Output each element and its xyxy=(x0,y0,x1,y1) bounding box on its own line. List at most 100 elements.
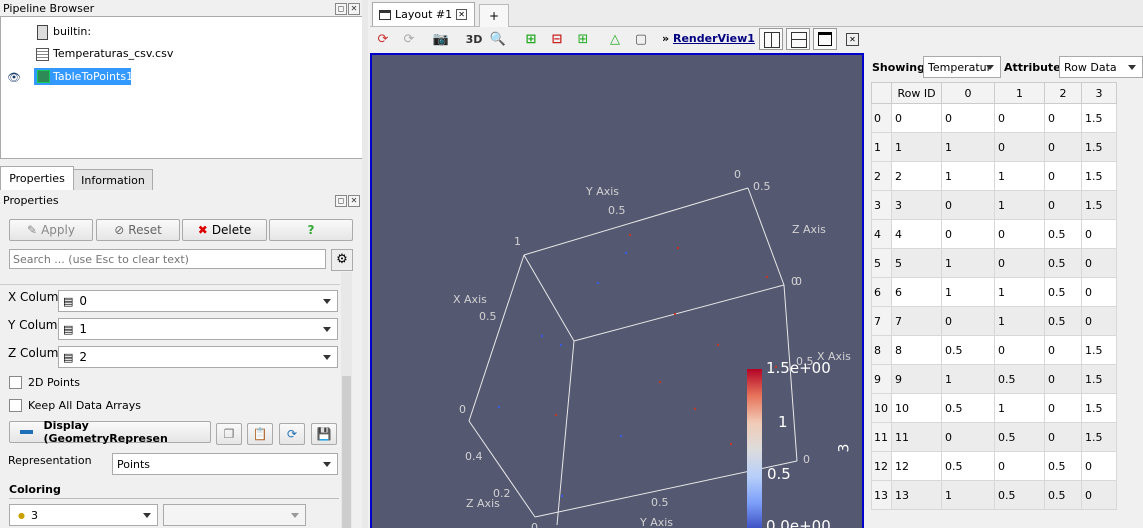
table-cell[interactable]: 1.5 xyxy=(1081,335,1117,365)
table-cell[interactable]: 0 xyxy=(1081,219,1117,249)
table-cell[interactable]: 1 xyxy=(994,161,1045,191)
table-cell[interactable]: 11 xyxy=(891,422,942,452)
table-cell[interactable]: 0 xyxy=(941,190,995,220)
table-row[interactable]: 1 1 1 0 0 1.5 xyxy=(871,132,1117,162)
reset-camera-icon[interactable]: ⟳ xyxy=(377,31,389,47)
table-row[interactable]: 4 4 0 0 0.5 0 xyxy=(871,219,1117,249)
table-cell[interactable]: 1.5 xyxy=(1081,364,1117,394)
table-row[interactable]: 13 13 1 0.5 0.5 0 xyxy=(871,480,1117,510)
table-cell[interactable]: 1.5 xyxy=(1081,393,1117,423)
table-cell[interactable]: 1 xyxy=(941,248,995,278)
table-cell[interactable]: 0 xyxy=(1081,306,1117,336)
select-cells-plus-icon[interactable]: ⊞ xyxy=(525,31,537,47)
row-header-cell[interactable]: 3 xyxy=(871,190,892,220)
search-input[interactable] xyxy=(9,249,326,269)
table-cell[interactable]: 0.5 xyxy=(941,335,995,365)
column-header[interactable]: 0 xyxy=(941,82,995,104)
table-cell[interactable]: 0 xyxy=(994,132,1045,162)
row-header-cell[interactable]: 12 xyxy=(871,451,892,481)
table-cell[interactable]: 10 xyxy=(891,393,942,423)
table-cell[interactable]: 0 xyxy=(941,422,995,452)
table-cell[interactable]: 1 xyxy=(994,277,1045,307)
table-cell[interactable]: 0 xyxy=(1044,335,1082,365)
select-points-icon[interactable]: ⊞ xyxy=(577,31,589,47)
table-cell[interactable]: 1 xyxy=(994,190,1045,220)
row-header-cell[interactable]: 1 xyxy=(871,132,892,162)
row-header-cell[interactable]: 10 xyxy=(871,393,892,423)
row-header-cell[interactable]: 2 xyxy=(871,161,892,191)
delete-button[interactable]: ✖ Delete xyxy=(182,219,267,241)
apply-button[interactable]: ✎ Apply xyxy=(9,219,93,241)
table-cell[interactable]: 0 xyxy=(1044,422,1082,452)
close-icon[interactable]: ✕ xyxy=(456,9,468,20)
table-cell[interactable]: 0 xyxy=(941,306,995,336)
table-cell[interactable]: 0.5 xyxy=(994,422,1045,452)
3d-toggle-button[interactable]: 3D xyxy=(465,32,483,46)
table-cell[interactable]: 3 xyxy=(891,190,942,220)
clear-selection-icon[interactable]: ▢ xyxy=(634,31,648,47)
tab-layout-1[interactable]: Layout #1 ✕ xyxy=(372,2,475,26)
table-cell[interactable]: 0 xyxy=(1044,364,1082,394)
table-cell[interactable]: 0 xyxy=(1044,393,1082,423)
table-cell[interactable]: 0.5 xyxy=(1044,248,1082,278)
table-cell[interactable]: 0.5 xyxy=(994,480,1045,510)
table-cell[interactable]: 0.5 xyxy=(1044,451,1082,481)
table-cell[interactable]: 1 xyxy=(941,277,995,307)
table-row[interactable]: 8 8 0.5 0 0 1.5 xyxy=(871,335,1117,365)
panel-splitter[interactable] xyxy=(362,0,368,528)
row-header-cell[interactable]: 13 xyxy=(871,480,892,510)
row-header-cell[interactable]: 7 xyxy=(871,306,892,336)
table-cell[interactable]: 1.5 xyxy=(1081,103,1117,133)
close-view-icon[interactable]: ✕ xyxy=(846,33,859,46)
z-column-select[interactable]: ▤ 2 xyxy=(58,346,338,368)
row-header-cell[interactable]: 4 xyxy=(871,219,892,249)
view-name-link[interactable]: RenderView1 xyxy=(673,32,755,45)
table-row[interactable]: 10 10 0.5 1 0 1.5 xyxy=(871,393,1117,423)
gear-icon[interactable]: ⚙ xyxy=(331,249,353,271)
close-icon[interactable]: ✕ xyxy=(348,195,360,207)
table-cell[interactable]: 0 xyxy=(941,219,995,249)
y-column-select[interactable]: ▤ 1 xyxy=(58,318,338,340)
table-cell[interactable]: 12 xyxy=(891,451,942,481)
table-cell[interactable]: 1 xyxy=(941,364,995,394)
paste-icon[interactable]: 📋 xyxy=(247,423,273,445)
table-cell[interactable]: 0 xyxy=(994,335,1045,365)
table-cell[interactable]: 0 xyxy=(891,103,942,133)
table-cell[interactable]: 0 xyxy=(1081,248,1117,278)
table-row[interactable]: 2 2 1 1 0 1.5 xyxy=(871,161,1117,191)
table-row[interactable]: 0 0 0 0 0 1.5 xyxy=(871,103,1117,133)
table-cell[interactable]: 0.5 xyxy=(941,393,995,423)
eye-icon[interactable]: 👁 xyxy=(7,71,21,84)
row-header-cell[interactable]: 0 xyxy=(871,103,892,133)
x-column-select[interactable]: ▤ 0 xyxy=(58,290,338,312)
column-header[interactable]: 1 xyxy=(994,82,1045,104)
pipeline-item-builtin[interactable]: builtin: xyxy=(53,25,92,38)
table-cell[interactable]: 0 xyxy=(1081,451,1117,481)
scrollbar-thumb[interactable] xyxy=(342,376,351,528)
table-cell[interactable]: 1 xyxy=(941,161,995,191)
table-cell[interactable]: 0.5 xyxy=(1044,306,1082,336)
table-cell[interactable]: 0 xyxy=(1044,132,1082,162)
pipeline-item-csv[interactable]: Temperaturas_csv.csv xyxy=(53,47,174,60)
table-cell[interactable]: 1 xyxy=(994,306,1045,336)
table-cell[interactable]: 2 xyxy=(891,161,942,191)
table-cell[interactable]: 0 xyxy=(994,248,1045,278)
table-row[interactable]: 9 9 1 0.5 0 1.5 xyxy=(871,364,1117,394)
save-icon[interactable]: 💾 xyxy=(311,423,337,445)
table-row[interactable]: 11 11 0 0.5 0 1.5 xyxy=(871,422,1117,452)
table-cell[interactable]: 0.5 xyxy=(1044,219,1082,249)
table-cell[interactable]: 0 xyxy=(1081,277,1117,307)
2d-points-checkbox[interactable] xyxy=(9,376,22,389)
row-header-cell[interactable]: 11 xyxy=(871,422,892,452)
table-cell[interactable]: 0.5 xyxy=(994,364,1045,394)
row-header-cell[interactable]: 6 xyxy=(871,277,892,307)
attribute-select[interactable]: Row Data xyxy=(1059,56,1143,78)
table-row[interactable]: 7 7 0 1 0.5 0 xyxy=(871,306,1117,336)
representation-select[interactable]: Points xyxy=(112,453,338,475)
table-cell[interactable]: 0.5 xyxy=(1044,277,1082,307)
table-row[interactable]: 5 5 1 0 0.5 0 xyxy=(871,248,1117,278)
table-cell[interactable]: 0 xyxy=(1081,480,1117,510)
copy-icon[interactable]: ❐ xyxy=(216,423,242,445)
showing-select[interactable]: Temperatur xyxy=(923,56,1001,78)
table-cell[interactable]: 0 xyxy=(994,103,1045,133)
